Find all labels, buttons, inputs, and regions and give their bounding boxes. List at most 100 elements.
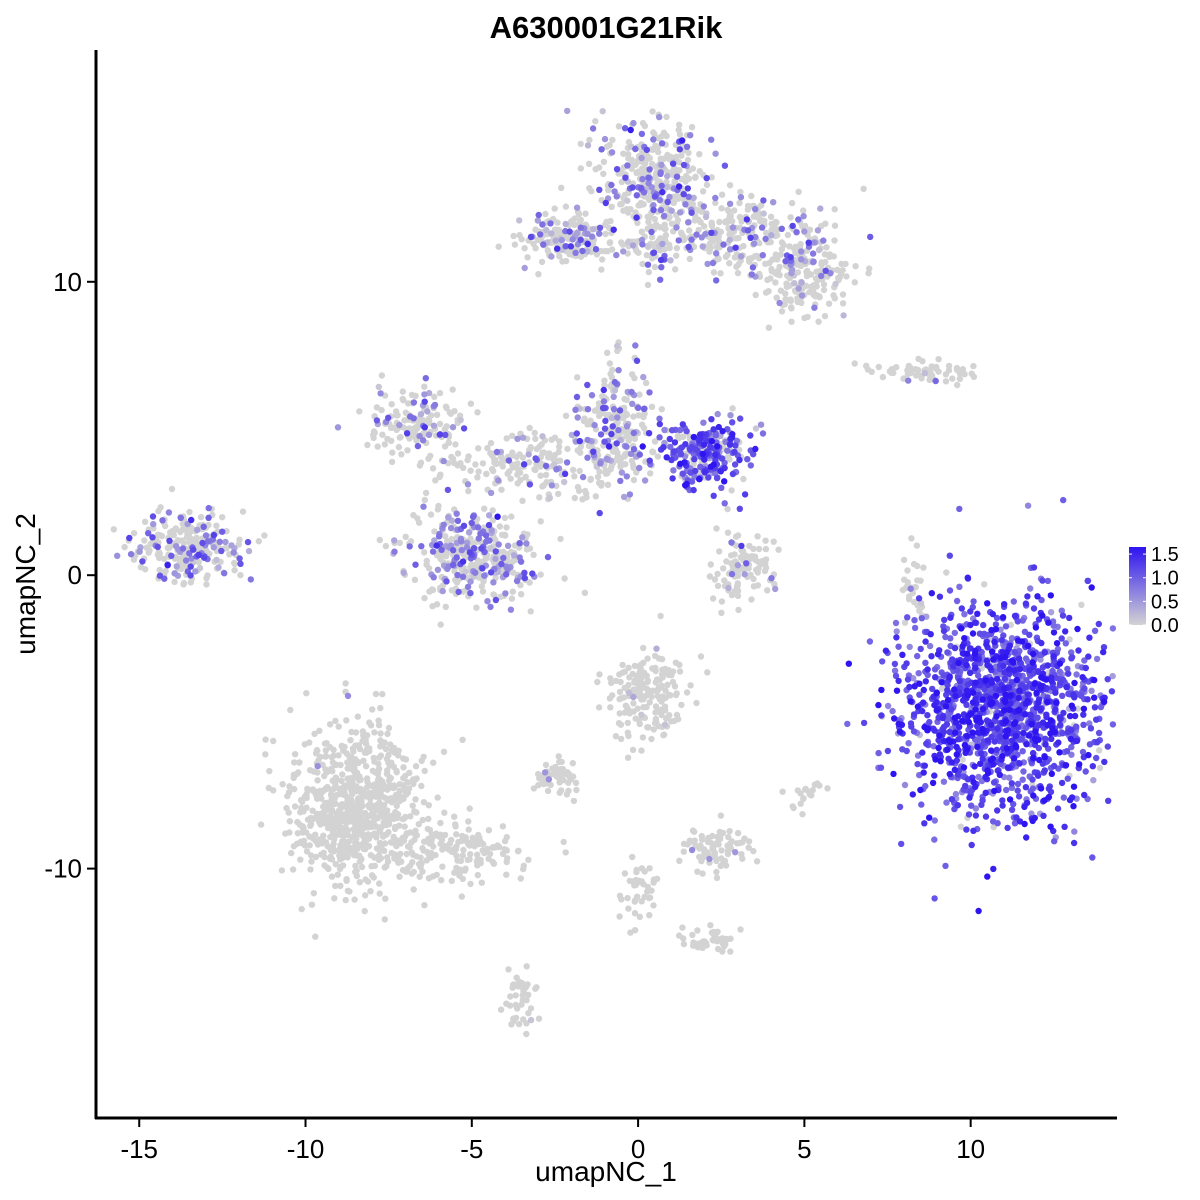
cell-point xyxy=(976,630,984,637)
cell-point xyxy=(1063,748,1071,755)
cell-point xyxy=(793,229,800,236)
cell-point xyxy=(440,521,447,528)
cell-point xyxy=(741,491,749,498)
cell-point xyxy=(879,373,887,381)
cell-point xyxy=(631,678,638,685)
cell-point xyxy=(615,123,623,130)
cell-point xyxy=(497,1006,505,1013)
cell-point xyxy=(537,571,544,578)
cell-point xyxy=(480,841,487,848)
cell-point xyxy=(490,467,497,475)
cell-point xyxy=(425,815,432,823)
cell-point xyxy=(465,529,473,536)
cell-point xyxy=(376,786,384,794)
cell-point xyxy=(689,931,696,939)
cell-point xyxy=(566,228,573,235)
cell-point xyxy=(410,886,417,893)
cell-point xyxy=(216,538,223,545)
cell-point xyxy=(551,205,558,212)
cell-point xyxy=(388,437,395,445)
cell-point xyxy=(343,717,350,724)
cell-point xyxy=(354,713,361,720)
cell-point xyxy=(449,561,457,568)
cell-point xyxy=(599,393,606,400)
cell-point xyxy=(328,856,336,863)
cell-point xyxy=(520,1016,527,1023)
cell-point xyxy=(655,684,662,691)
cell-point xyxy=(474,474,481,481)
cell-point xyxy=(676,121,683,128)
cell-point xyxy=(343,782,350,789)
cell-point xyxy=(399,815,407,823)
cell-point xyxy=(716,218,723,226)
cell-point xyxy=(626,710,633,717)
cell-point xyxy=(381,916,388,923)
cell-point xyxy=(1109,625,1117,632)
cell-point xyxy=(656,113,663,121)
cell-point xyxy=(555,226,562,234)
cell-point xyxy=(453,510,460,517)
cell-point xyxy=(540,241,547,248)
cell-point xyxy=(646,894,654,901)
cell-point xyxy=(636,451,643,458)
cell-point xyxy=(658,140,666,147)
cell-point xyxy=(262,751,269,758)
cell-point xyxy=(690,939,697,946)
cell-point xyxy=(548,482,556,489)
cell-point xyxy=(762,289,770,296)
cell-point xyxy=(901,781,909,789)
cell-point xyxy=(1080,721,1087,728)
cell-point xyxy=(708,416,715,423)
cell-point xyxy=(136,548,143,555)
cell-point xyxy=(642,379,650,387)
cell-point xyxy=(648,255,656,262)
cell-point xyxy=(573,204,581,211)
cell-point xyxy=(395,854,402,861)
cell-point xyxy=(734,592,742,600)
cell-point xyxy=(348,774,355,782)
cell-point xyxy=(414,442,422,450)
cell-point xyxy=(908,535,915,542)
cell-point xyxy=(639,119,647,127)
cell-point xyxy=(517,558,525,565)
cell-point xyxy=(675,435,682,442)
cell-point xyxy=(1014,780,1022,788)
cell-point xyxy=(297,856,304,863)
cell-point xyxy=(525,451,532,458)
cell-point xyxy=(149,534,156,541)
cell-point xyxy=(437,621,444,628)
cell-point xyxy=(284,792,291,800)
cell-point xyxy=(177,528,184,536)
cell-point xyxy=(1104,676,1111,683)
cell-point xyxy=(187,579,194,586)
cell-point xyxy=(563,459,571,466)
cell-point xyxy=(713,474,721,482)
cell-point xyxy=(436,473,443,481)
cell-point xyxy=(762,235,769,243)
cell-point xyxy=(417,863,424,871)
cell-point xyxy=(733,840,741,847)
cell-point xyxy=(514,1005,521,1012)
cell-point xyxy=(577,165,584,172)
cell-point xyxy=(680,161,688,169)
cell-point xyxy=(511,241,519,248)
cell-point xyxy=(994,820,1001,827)
cell-point xyxy=(732,849,739,856)
cell-point xyxy=(430,833,437,840)
cell-point xyxy=(624,754,632,761)
cell-point xyxy=(219,514,226,521)
cell-point xyxy=(400,775,407,782)
cell-point xyxy=(610,393,617,401)
cell-point xyxy=(228,542,235,549)
cell-point xyxy=(791,245,798,252)
cell-point xyxy=(972,812,980,819)
cell-point xyxy=(1011,649,1019,656)
cell-point xyxy=(187,572,194,579)
cell-point xyxy=(810,258,817,265)
cell-point xyxy=(1041,767,1049,774)
cell-point xyxy=(769,256,777,263)
cell-point xyxy=(221,570,228,577)
cell-point xyxy=(579,496,586,503)
cell-point xyxy=(460,464,467,471)
cell-point xyxy=(820,281,828,288)
